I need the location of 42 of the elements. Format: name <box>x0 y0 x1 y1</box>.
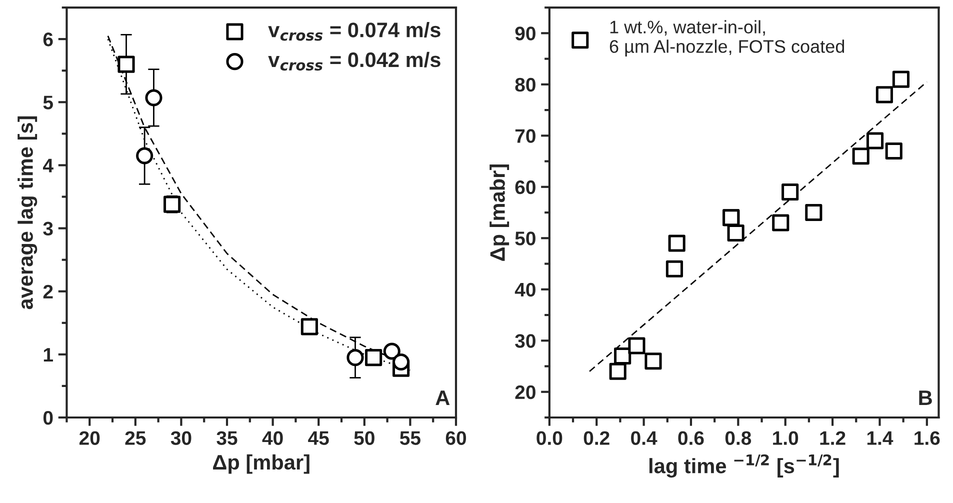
y-tick-label: 3 <box>43 222 53 236</box>
annotation: B <box>919 390 932 405</box>
x-tick-label: 35 <box>216 431 238 445</box>
y-tick-label: 50 <box>515 232 536 246</box>
x-tick-label: 1.4 <box>867 431 894 445</box>
legend-label: v$_{cross}$ = 0.074 m/s <box>268 22 440 41</box>
y-tick-label: 6 <box>43 32 53 46</box>
y-tick-label: 90 <box>515 26 536 40</box>
x-tick-label: 1.2 <box>820 431 846 445</box>
x-tick-label: 55 <box>400 431 420 445</box>
y-tick-label: 30 <box>515 334 536 348</box>
y-tick-label: 5 <box>43 96 53 110</box>
y-tick-label: 4 <box>42 158 54 172</box>
y-tick-label: 70 <box>515 129 536 143</box>
x-tick-label: 1.0 <box>773 431 798 445</box>
x-tick-label: 0.8 <box>725 431 752 445</box>
annotation: A <box>436 390 450 405</box>
x-tick-label: 25 <box>125 431 146 445</box>
y-tick-label: 2 <box>43 284 53 298</box>
legend-label: 1 wt.%, water-in-oil, 6 µm Al-nozzle, FOTS coated <box>610 20 844 56</box>
y-axis-title: Δp [mabr] <box>490 164 510 261</box>
legend-label: v$_{cross}$ = 0.042 m/s <box>268 52 440 71</box>
y-tick-label: 20 <box>515 385 536 400</box>
x-tick-label: 0.4 <box>631 431 658 445</box>
y-tick-label: 1 <box>44 348 53 362</box>
x-tick-label: 45 <box>308 431 329 445</box>
x-tick-label: 50 <box>354 431 374 445</box>
x-tick-label: 0.6 <box>678 431 704 445</box>
x-tick-label: 1.6 <box>914 431 940 445</box>
x-tick-label: 60 <box>446 431 466 445</box>
y-tick-label: 80 <box>515 78 536 92</box>
x-tick-label: 20 <box>79 431 100 445</box>
x-tick-label: 0.0 <box>536 431 562 445</box>
x-axis-title: Δp [mbar] <box>213 454 310 474</box>
x-tick-label: 0.2 <box>584 431 610 445</box>
y-tick-label: 40 <box>514 282 536 297</box>
x-tick-label: 30 <box>170 431 192 445</box>
y-axis-title: average lag time [s] <box>18 116 38 310</box>
y-tick-label: 0 <box>43 410 53 425</box>
y-tick-label: 60 <box>515 180 536 194</box>
x-axis-title: lag time $^{−1/2}$ [s$^{−1/2}$] <box>649 454 839 478</box>
x-tick-label: 40 <box>262 431 283 445</box>
